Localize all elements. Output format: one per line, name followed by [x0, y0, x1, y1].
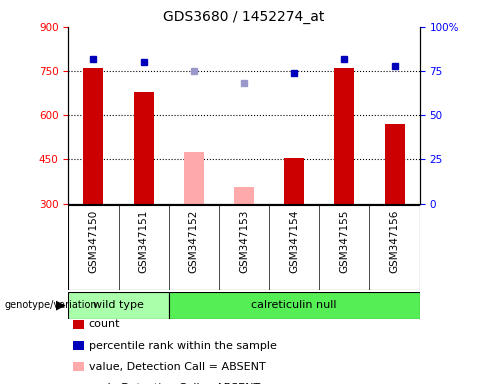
Text: percentile rank within the sample: percentile rank within the sample [89, 341, 277, 351]
Bar [284, 158, 304, 204]
Text: value, Detection Call = ABSENT: value, Detection Call = ABSENT [89, 362, 265, 372]
Bar [134, 92, 154, 204]
Text: wild type: wild type [93, 300, 144, 310]
Text: genotype/variation: genotype/variation [5, 300, 98, 310]
Bar [83, 68, 103, 204]
Text: GDS3680 / 1452274_at: GDS3680 / 1452274_at [163, 10, 325, 23]
Text: GSM347153: GSM347153 [239, 210, 249, 273]
Text: ▶: ▶ [56, 299, 66, 312]
Text: rank, Detection Call = ABSENT: rank, Detection Call = ABSENT [89, 383, 260, 384]
Text: GSM347152: GSM347152 [189, 210, 199, 273]
Text: GSM347150: GSM347150 [88, 210, 99, 273]
Text: GSM347155: GSM347155 [339, 210, 349, 273]
Bar [234, 187, 254, 204]
Text: GSM347154: GSM347154 [289, 210, 299, 273]
Text: GSM347151: GSM347151 [139, 210, 149, 273]
Text: calreticulin null: calreticulin null [251, 300, 337, 310]
Bar [68, 292, 169, 319]
Bar [169, 292, 420, 319]
Text: GSM347156: GSM347156 [389, 210, 400, 273]
Text: count: count [89, 319, 121, 329]
Bar [334, 68, 354, 204]
Bar [385, 124, 405, 204]
Bar [184, 152, 204, 204]
